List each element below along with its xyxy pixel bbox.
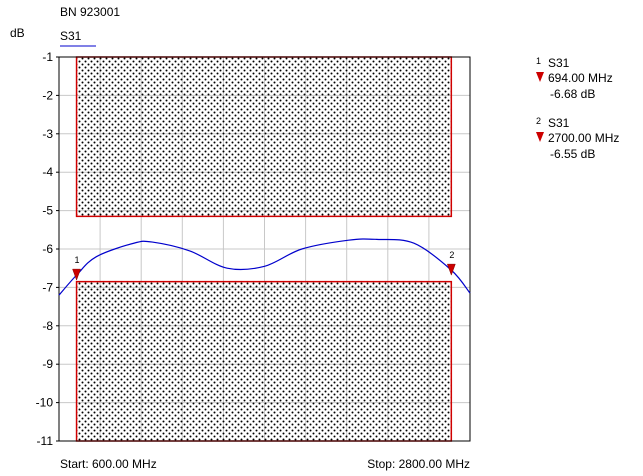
y-tick-label: -3 (42, 127, 53, 141)
marker-number: 2 (536, 116, 542, 126)
y-tick-label: -2 (42, 88, 53, 102)
limit-region-1 (75, 56, 453, 218)
y-tick-label: -6 (42, 242, 53, 256)
marker-readout-2: 2 S31 2700.00 MHz -6.55 dB (536, 116, 636, 166)
marker-frequency: 2700.00 MHz (548, 131, 620, 145)
marker-2 (446, 263, 456, 276)
marker-1 (72, 268, 81, 281)
limit-region-2 (75, 280, 453, 442)
marker-label-1: 1 (75, 255, 80, 265)
trace-line (58, 238, 471, 296)
marker-readout-1: 1 S31 694.00 MHz -6.68 dB (536, 56, 636, 106)
marker-value: -6.68 dB (550, 87, 596, 101)
trace-s31 (58, 238, 471, 296)
marker-number: 1 (536, 56, 542, 66)
y-tick-label: -8 (42, 319, 53, 333)
y-tick-label: -10 (36, 396, 54, 410)
marker-triangle-icon (536, 132, 544, 142)
marker-trace: S31 (548, 116, 570, 130)
limit-regions (75, 56, 453, 442)
y-tick-label: -4 (42, 165, 53, 179)
marker-trace: S31 (548, 56, 570, 70)
y-tick-label: -9 (42, 357, 53, 371)
marker-triangle-icon (536, 72, 544, 82)
y-tick-label: -11 (37, 434, 54, 448)
chart-title: BN 923001 (60, 5, 120, 19)
y-tick-label: -7 (42, 280, 53, 294)
trace-legend-label: S31 (60, 29, 82, 43)
y-tick-label: -5 (42, 204, 53, 218)
marker-label-2: 2 (449, 250, 454, 260)
y-tick-label: -1 (42, 50, 53, 64)
y-axis-ticks: -1 -2 -3 -4 -5 -6 -7 -8 -9 -10 -11 (36, 50, 59, 448)
marker-value: -6.55 dB (550, 147, 596, 161)
y-unit-label: dB (10, 26, 25, 40)
start-frequency: Start: 600.00 MHz (60, 457, 157, 471)
marker-frequency: 694.00 MHz (548, 71, 613, 85)
stop-frequency: Stop: 2800.00 MHz (367, 457, 470, 471)
